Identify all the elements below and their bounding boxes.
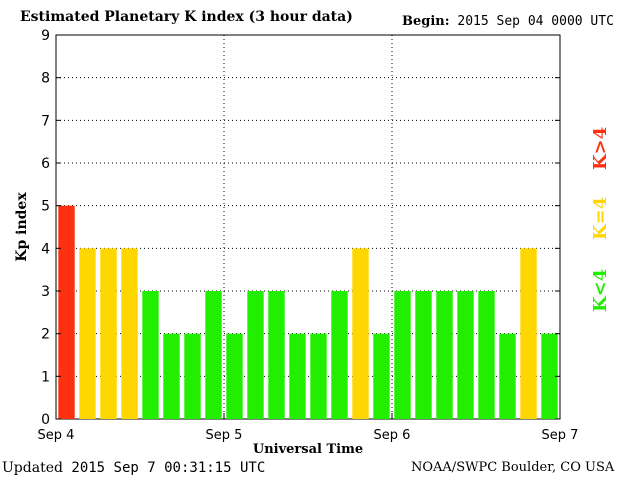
begin-label: Begin: (402, 14, 450, 29)
kp-bar (163, 333, 180, 419)
y-tick-label: 2 (41, 327, 50, 343)
legend-quiet: K<4 (590, 269, 611, 312)
kp-bar (226, 333, 243, 419)
legend-active-label: K=4 (590, 196, 611, 240)
y-tick-label: 3 (41, 284, 50, 300)
updated-info: Updated 2015 Sep 7 00:31:15 UTC (2, 460, 265, 476)
kp-bar-chart: 0 1 2 3 4 5 6 7 8 9 Sep 4 Sep 5 Sep 6 Sep 7 Kp index… (14, 28, 579, 457)
credit-text: NOAA/SWPC Boulder, CO USA (411, 460, 615, 475)
kp-bar (184, 333, 201, 419)
kp-bar (331, 291, 348, 419)
kp-bar (247, 291, 264, 419)
grid-lines (56, 35, 560, 419)
updated-label: Updated (2, 460, 63, 476)
x-tick-label: Sep 7 (542, 428, 579, 443)
y-axis-label: Kp index (14, 192, 30, 262)
y-tick-label: 6 (41, 156, 50, 172)
legend-active: K=4 (590, 197, 611, 240)
kp-bar (520, 248, 537, 419)
y-tick-label: 5 (41, 199, 50, 215)
kp-bar (436, 291, 453, 419)
kp-bar (205, 291, 222, 419)
chart-title: Estimated Planetary K index (3 hour data… (20, 9, 353, 25)
x-axis-label: Universal Time (253, 442, 363, 457)
kp-bar (142, 291, 159, 419)
kp-bar (268, 291, 285, 419)
x-tick-label: Sep 6 (374, 428, 411, 443)
begin-info: Begin: 2015 Sep 04 0000 UTC (402, 14, 614, 29)
x-tick-label: Sep 4 (38, 428, 75, 443)
y-tick-label: 7 (41, 113, 50, 129)
y-tick-label: 0 (41, 412, 50, 428)
legend-quiet-label: K<4 (590, 268, 611, 312)
kp-bar (457, 291, 474, 419)
kp-bar (478, 291, 495, 419)
x-axis-ticks: Sep 4 Sep 5 Sep 6 Sep 7 (38, 413, 579, 443)
kp-bar (373, 333, 390, 419)
kp-bar (100, 248, 117, 419)
kp-bar (58, 205, 75, 419)
kp-bar (79, 248, 96, 419)
legend-storm-label: K>4 (590, 126, 611, 170)
bars (58, 205, 558, 419)
y-tick-label: 4 (41, 241, 50, 257)
plot-frame (55, 34, 561, 420)
y-axis-ticks: 0 1 2 3 4 5 6 7 8 9 (41, 28, 560, 428)
kp-bar (415, 291, 432, 419)
y-tick-label: 1 (41, 369, 50, 385)
kp-bar (310, 333, 327, 419)
kp-bar (541, 333, 558, 419)
legend-storm: K>4 (590, 127, 611, 170)
kp-bar (352, 248, 369, 419)
y-tick-label: 9 (41, 28, 50, 44)
begin-value: 2015 Sep 04 0000 UTC (457, 14, 614, 29)
kp-bar (121, 248, 138, 419)
y-tick-label: 8 (41, 71, 50, 87)
kp-bar (394, 291, 411, 419)
kp-bar (499, 333, 516, 419)
kp-bar (289, 333, 306, 419)
x-tick-label: Sep 5 (206, 428, 243, 443)
updated-value: 2015 Sep 7 00:31:15 UTC (71, 460, 266, 476)
